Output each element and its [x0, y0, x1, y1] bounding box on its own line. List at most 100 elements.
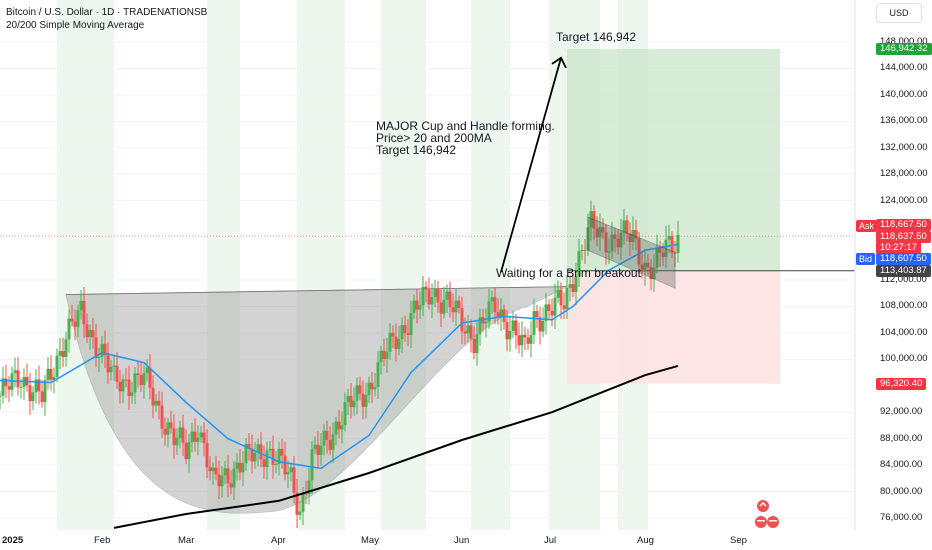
bid-tag: Bid: [856, 253, 876, 265]
candle-body: [661, 252, 665, 257]
candle-body: [307, 480, 311, 495]
candle-body: [544, 304, 548, 321]
brim-annotation: Waiting for a Brim breakout: [496, 266, 641, 280]
candle-body: [568, 284, 572, 288]
y-tick-label: 124,000.00: [880, 194, 928, 206]
candle-body: [427, 289, 431, 305]
indicator-label[interactable]: 20/200 Simple Moving Average: [6, 20, 145, 31]
candle-body: [397, 339, 401, 349]
candle-body: [103, 343, 107, 356]
candle-body: [118, 381, 122, 392]
y-tick-label: 92,000.00: [880, 406, 923, 418]
target-arrow-head: [551, 56, 567, 69]
candle-body: [652, 267, 656, 280]
candle-body: [490, 297, 494, 302]
candle-body: [13, 370, 17, 374]
candle-body: [517, 335, 521, 346]
candle-body: [259, 444, 263, 460]
candle-body: [331, 434, 335, 450]
target-price-label: 146,942.32: [876, 43, 932, 55]
candle-body: [304, 493, 308, 495]
candle-body: [391, 332, 395, 337]
candle-body: [175, 438, 179, 446]
candle-body: [55, 355, 59, 377]
candle-body: [604, 232, 608, 253]
symbol-title[interactable]: Bitcoin / U.S. Dollar · 1D · TRADENATION…: [6, 7, 208, 18]
candle-body: [328, 439, 332, 450]
current-price-label: 118,637.50: [876, 231, 931, 243]
candle-body: [130, 392, 134, 396]
y-tick-label: 128,000.00: [880, 168, 928, 180]
candle-body: [664, 239, 668, 257]
candle-body: [451, 307, 455, 313]
candle-body: [640, 264, 644, 272]
candle-body: [289, 467, 293, 473]
candle-body: [622, 220, 626, 233]
candle-body: [343, 402, 347, 426]
x-tick-label: Jul: [544, 535, 557, 546]
candle-body: [493, 297, 497, 313]
broker-flag-icon[interactable]: [752, 494, 782, 530]
candle-body: [265, 450, 269, 468]
ma20-line: [0, 243, 679, 470]
candle-body: [286, 472, 290, 475]
candle-body: [454, 300, 458, 313]
candle-body: [589, 211, 593, 228]
candle-body: [220, 475, 224, 487]
candle-body: [238, 462, 242, 473]
candle-body: [466, 325, 470, 334]
candle-body: [601, 227, 605, 233]
candle-body: [190, 431, 194, 443]
y-tick-label: 100,000.00: [880, 353, 928, 365]
candle-body: [196, 437, 200, 442]
candle-body: [256, 444, 260, 453]
ask-price-label: 118,667.50: [876, 219, 931, 231]
candle-body: [442, 299, 446, 314]
candle-body: [70, 318, 74, 322]
y-tick-label: 144,000.00: [880, 62, 928, 74]
candle-body: [229, 483, 233, 488]
candle-body: [667, 236, 671, 240]
candle-body: [97, 356, 101, 359]
candle-body: [76, 310, 80, 327]
candle-body: [556, 289, 560, 298]
candle-body: [73, 321, 77, 327]
candle-body: [436, 288, 440, 303]
currency-button[interactable]: USD: [876, 3, 922, 23]
candle-body: [19, 387, 23, 389]
candle-body: [316, 444, 320, 455]
candle-body: [562, 305, 566, 310]
candle-body: [52, 376, 56, 380]
candle-body: [355, 385, 359, 401]
candle-body: [418, 305, 422, 310]
candle-body: [349, 395, 353, 408]
candle-body: [46, 368, 50, 381]
candle-body: [463, 331, 467, 334]
candle-body: [385, 351, 389, 360]
candle-body: [112, 365, 116, 368]
candle-body: [301, 493, 305, 512]
y-tick-label: 140,000.00: [880, 88, 928, 100]
candle-body: [292, 467, 296, 493]
candle-body: [634, 230, 638, 239]
candle-body: [181, 427, 185, 443]
note-line-1: MAJOR Cup and Handle forming.: [376, 119, 555, 133]
candle-body: [7, 386, 11, 390]
candle-body: [40, 391, 44, 403]
candle-body: [163, 428, 167, 435]
x-tick-label: Sep: [730, 535, 747, 546]
candle-body: [235, 462, 239, 469]
y-tick-label: 104,000.00: [880, 326, 928, 338]
candle-body: [508, 330, 512, 340]
candle-body: [676, 234, 680, 254]
candle-body: [532, 310, 536, 335]
candle-body: [430, 296, 434, 305]
candle-body: [37, 379, 41, 392]
candle-body: [346, 395, 350, 403]
candle-body: [571, 284, 575, 293]
candle-body: [607, 251, 611, 253]
x-tick-label: Aug: [637, 535, 654, 546]
candle-body: [505, 322, 509, 340]
